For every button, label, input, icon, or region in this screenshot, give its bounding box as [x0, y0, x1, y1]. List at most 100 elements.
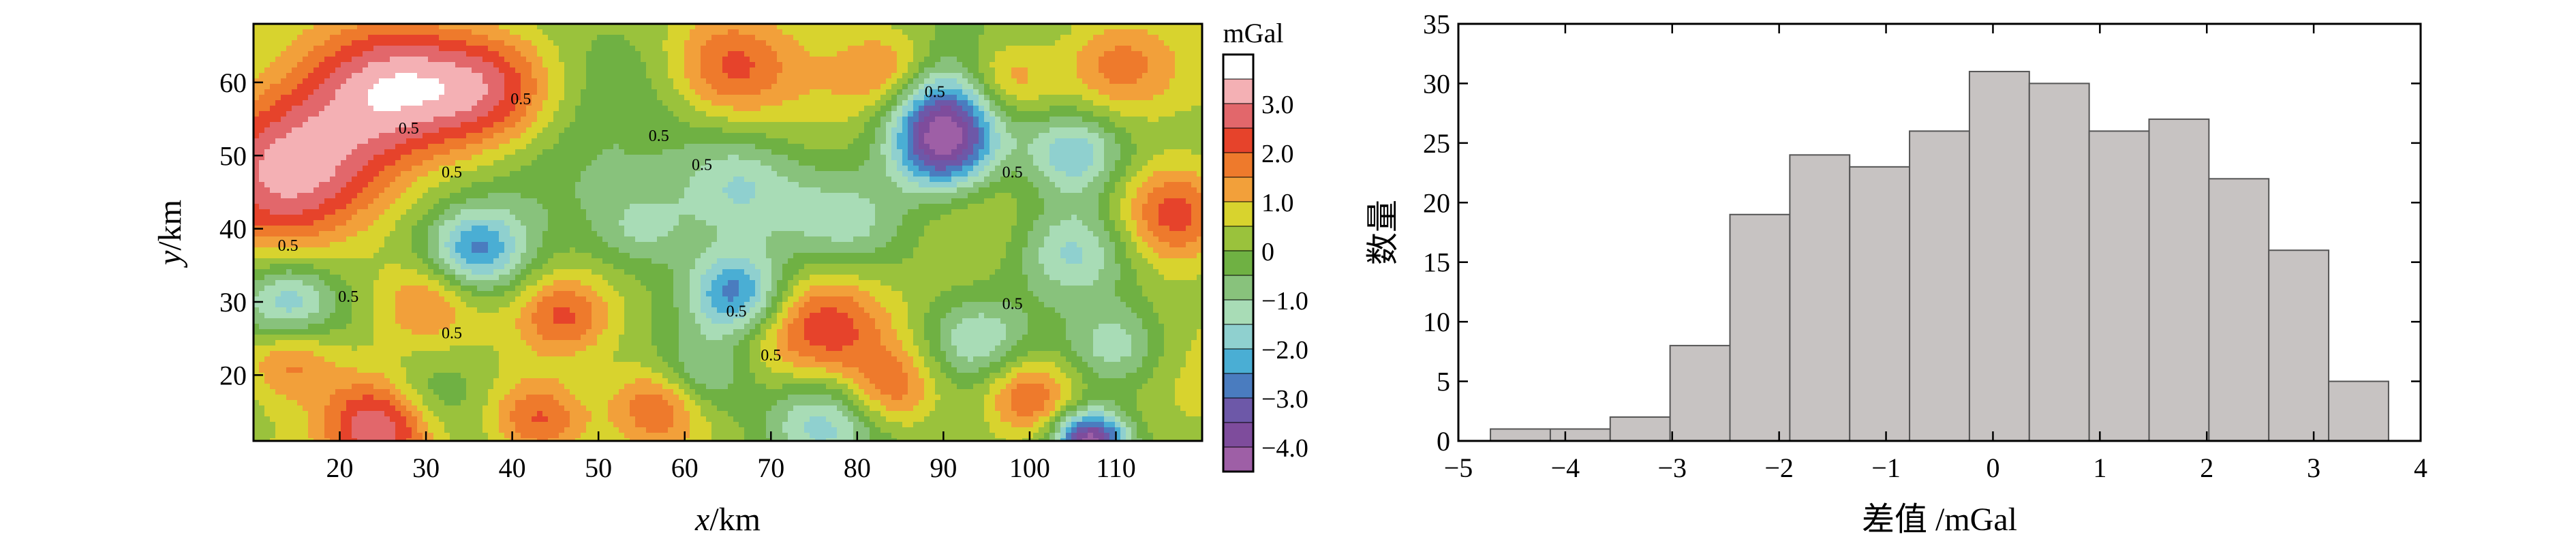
field-cell: [924, 117, 930, 123]
field-cell: [275, 73, 281, 79]
field-cell: [1060, 62, 1067, 68]
field-cell: [1011, 35, 1017, 41]
field-cell: [1022, 95, 1028, 101]
field-cell: [1191, 62, 1197, 68]
field-cell: [641, 149, 647, 155]
field-cell: [363, 100, 369, 106]
field-cell: [1049, 84, 1056, 90]
field-cell: [461, 24, 467, 30]
field-cell: [477, 177, 483, 183]
field-cell: [706, 138, 712, 144]
field-cell: [428, 171, 434, 177]
field-cell: [384, 149, 390, 155]
field-cell: [510, 84, 516, 90]
field-cell: [750, 111, 756, 117]
field-cell: [804, 84, 810, 90]
field-cell: [739, 35, 745, 41]
field-cell: [728, 100, 734, 106]
field-cell: [504, 29, 510, 35]
field-cell: [428, 35, 434, 41]
field-cell: [433, 117, 440, 123]
field-cell: [368, 89, 374, 95]
field-cell: [619, 133, 625, 139]
field-cell: [853, 155, 859, 161]
field-cell: [886, 46, 892, 52]
field-cell: [1055, 62, 1061, 68]
field-cell: [406, 89, 412, 95]
field-cell: [1088, 160, 1094, 166]
field-cell: [553, 160, 559, 166]
field-cell: [695, 24, 701, 30]
field-cell: [1191, 57, 1197, 63]
field-cell: [761, 29, 767, 35]
field-cell: [330, 160, 336, 166]
field-cell: [940, 122, 947, 128]
field-cell: [581, 160, 587, 166]
field-cell: [466, 51, 472, 57]
field-cell: [575, 117, 581, 123]
field-cell: [1055, 73, 1061, 79]
field-cell: [412, 95, 418, 101]
field-cell: [962, 160, 968, 166]
field-cell: [979, 95, 985, 101]
field-cell: [886, 51, 892, 57]
field-cell: [1088, 84, 1094, 90]
field-cell: [504, 24, 510, 30]
field-cell: [962, 138, 968, 144]
field-cell: [313, 155, 320, 161]
field-cell: [728, 171, 734, 177]
field-cell: [1000, 35, 1007, 41]
field-cell: [297, 62, 303, 68]
field-cell: [924, 84, 930, 90]
field-cell: [744, 35, 750, 41]
field-cell: [635, 51, 641, 57]
field-cell: [679, 111, 685, 117]
field-cell: [1071, 95, 1077, 101]
field-cell: [482, 46, 489, 52]
field-cell: [401, 73, 407, 79]
field-cell: [504, 166, 510, 172]
field-cell: [804, 144, 810, 150]
field-cell: [401, 24, 407, 30]
field-cell: [1066, 144, 1072, 150]
field-cell: [777, 73, 783, 79]
field-cell: [750, 57, 756, 63]
field-cell: [297, 177, 303, 183]
field-cell: [542, 95, 549, 101]
field-cell: [1060, 95, 1067, 101]
field-cell: [526, 29, 532, 35]
field-cell: [1109, 62, 1116, 68]
field-cell: [324, 149, 331, 155]
field-cell: [341, 106, 347, 112]
field-cell: [482, 84, 489, 90]
field-cell: [935, 171, 941, 177]
field-cell: [979, 57, 985, 63]
field-cell: [482, 155, 489, 161]
field-cell: [1115, 78, 1121, 85]
field-cell: [493, 100, 500, 106]
field-cell: [853, 29, 859, 35]
field-cell: [799, 117, 805, 123]
field-cell: [673, 24, 679, 30]
field-cell: [701, 67, 707, 74]
field-cell: [717, 138, 723, 144]
field-cell: [319, 40, 325, 46]
field-cell: [384, 29, 390, 35]
field-cell: [673, 127, 679, 134]
field-cell: [815, 144, 821, 150]
field-cell: [826, 122, 832, 128]
field-cell: [777, 95, 783, 101]
field-cell: [1148, 46, 1154, 52]
field-cell: [286, 40, 292, 46]
field-cell: [324, 117, 331, 123]
field-cell: [848, 29, 854, 35]
field-cell: [368, 84, 374, 90]
field-cell: [973, 117, 979, 123]
field-cell: [837, 100, 843, 106]
field-cell: [319, 144, 325, 150]
field-cell: [799, 177, 805, 183]
field-cell: [292, 46, 298, 52]
field-cell: [695, 100, 701, 106]
field-cell: [357, 62, 363, 68]
field-cell: [1115, 160, 1121, 166]
